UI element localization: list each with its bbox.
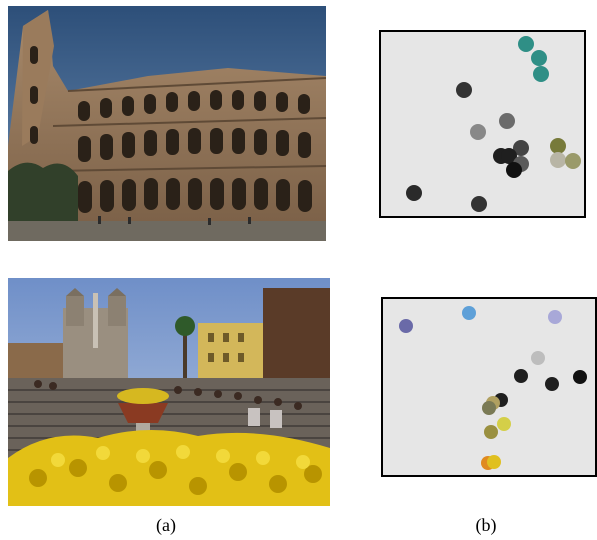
plot-point <box>470 124 486 140</box>
plot-point <box>565 153 581 169</box>
plot-point <box>482 401 496 415</box>
spanish-steps-photo <box>8 278 330 506</box>
plot-point <box>399 319 413 333</box>
plot-point <box>514 369 528 383</box>
caption-b: (b) <box>475 515 497 535</box>
plot-point <box>497 417 511 431</box>
colosseum-photo <box>8 6 326 241</box>
top-plot-points <box>406 36 581 212</box>
plot-point <box>550 152 566 168</box>
plot-point <box>462 306 476 320</box>
plot-point <box>484 425 498 439</box>
bottom-color-cluster-plot <box>381 297 597 477</box>
plot-point <box>548 310 562 324</box>
plot-point <box>531 50 547 66</box>
plot-point <box>501 148 517 164</box>
plot-point <box>573 370 587 384</box>
plot-point <box>545 377 559 391</box>
plot-point <box>487 455 501 469</box>
plot-point <box>513 140 529 156</box>
plot-point <box>506 162 522 178</box>
plot-point <box>499 113 515 129</box>
bottom-plot-points <box>399 306 587 470</box>
caption-a: (a) <box>156 515 176 535</box>
plot-point <box>518 36 534 52</box>
top-color-cluster-plot <box>379 30 586 218</box>
plot-point <box>471 196 487 212</box>
plot-point <box>550 138 566 154</box>
plot-point <box>531 351 545 365</box>
plot-point <box>406 185 422 201</box>
plot-point <box>533 66 549 82</box>
plot-point <box>456 82 472 98</box>
